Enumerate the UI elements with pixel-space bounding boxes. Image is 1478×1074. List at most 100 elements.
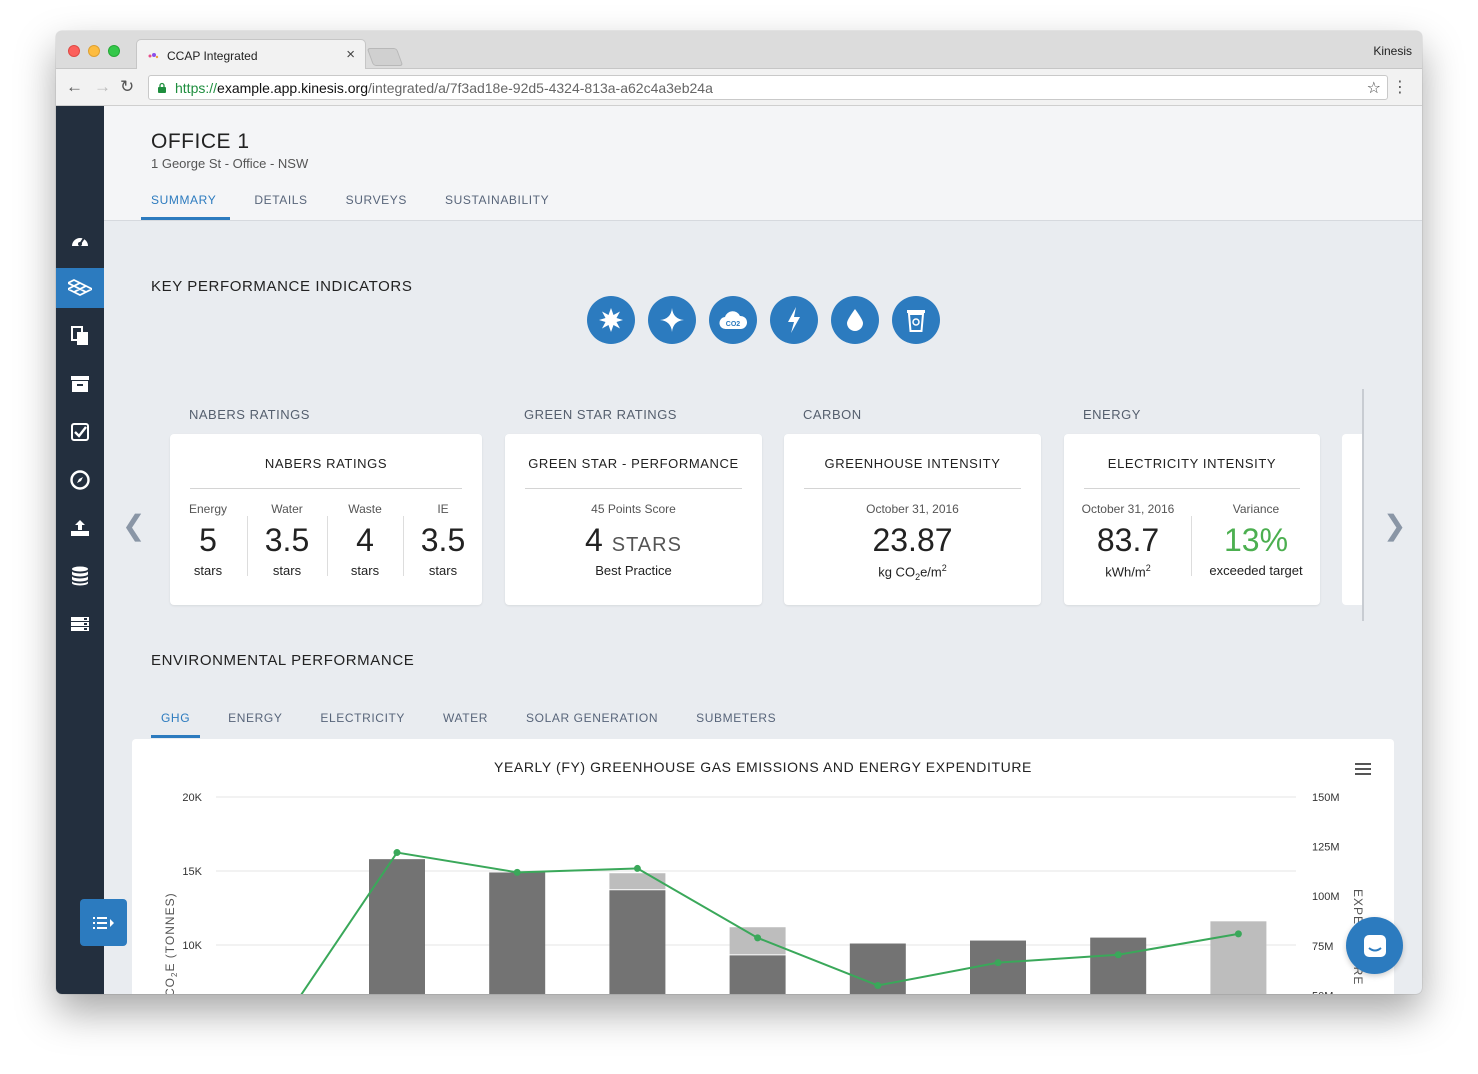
- tab-electricity[interactable]: ELECTRICITY: [320, 711, 406, 725]
- nabers-energy-metric: Energy 5 stars: [178, 502, 238, 578]
- chat-launcher-button[interactable]: [1346, 917, 1403, 974]
- new-tab-button[interactable]: [366, 48, 404, 66]
- profile-name[interactable]: Kinesis: [1373, 44, 1412, 58]
- kpi-nabers-button[interactable]: [587, 296, 635, 344]
- tab-water[interactable]: WATER: [443, 711, 489, 725]
- unit-sub: 2: [915, 571, 921, 582]
- tab-details[interactable]: DETAILS: [254, 193, 308, 207]
- kpi-carbon-button[interactable]: CO2: [709, 296, 757, 344]
- metric-label: October 31, 2016: [866, 502, 959, 516]
- back-icon[interactable]: ←: [66, 77, 83, 96]
- tab-energy[interactable]: ENERGY: [228, 711, 283, 725]
- water-drop-icon: [847, 309, 863, 331]
- chart-bar: [369, 859, 425, 994]
- expenditure-line: [300, 849, 1242, 994]
- close-window-button[interactable]: [68, 45, 80, 57]
- carbon-card[interactable]: GREENHOUSE INTENSITY October 31, 2016 23…: [784, 434, 1041, 605]
- electricity-intensity-metric: October 31, 2016 83.7 kWh/m2: [1072, 502, 1184, 579]
- lightning-icon: [788, 307, 800, 333]
- svg-text:CO2: CO2: [726, 321, 741, 328]
- line-point: [874, 981, 882, 989]
- metric-unit: stars: [350, 563, 380, 578]
- kpi-icon-row: CO2: [587, 296, 953, 344]
- page-header: OFFICE 1 1 George St - Office - NSW SUMM…: [104, 106, 1422, 221]
- minimize-window-button[interactable]: [88, 45, 100, 57]
- metric-label: Water: [271, 502, 303, 516]
- bookmark-star-icon[interactable]: ☆: [1366, 80, 1381, 97]
- server-icon: [71, 617, 89, 631]
- y2-tick-label: 150M: [1312, 792, 1340, 804]
- sidebar-item-compass[interactable]: [56, 460, 104, 500]
- line-point: [994, 959, 1002, 967]
- metric-label: 45 Points Score: [591, 502, 676, 516]
- chart-bar-segment: [609, 873, 666, 890]
- chart-bar: [729, 955, 786, 994]
- energy-card[interactable]: ELECTRICITY INTENSITY October 31, 2016 8…: [1064, 434, 1320, 605]
- sidebar-item-archive[interactable]: [56, 364, 104, 404]
- tab-surveys[interactable]: SURVEYS: [345, 193, 407, 207]
- sidebar-toggle-button[interactable]: [80, 899, 127, 946]
- compass-icon: [70, 470, 90, 490]
- tab-close-icon[interactable]: ×: [346, 46, 355, 63]
- tab-sustainability[interactable]: SUSTAINABILITY: [445, 193, 550, 207]
- nabers-card[interactable]: NABERS RATINGS Energy 5 stars Water 3.5 …: [170, 434, 482, 605]
- carousel-next-icon[interactable]: ❯: [1383, 510, 1407, 541]
- documents-icon: [71, 326, 88, 345]
- sidebar-item-buildings[interactable]: [56, 268, 104, 308]
- tab-solar-generation[interactable]: SOLAR GENERATION: [526, 711, 659, 725]
- sidebar-item-upload[interactable]: [56, 508, 104, 548]
- favicon-icon: [148, 53, 159, 59]
- stars-suffix: STARS: [611, 534, 682, 556]
- url-host: example.app.kinesis.org: [217, 80, 369, 96]
- archive-icon: [71, 376, 89, 392]
- green-star-card[interactable]: GREEN STAR - PERFORMANCE 45 Points Score…: [505, 434, 762, 605]
- tab-summary[interactable]: SUMMARY: [141, 193, 231, 220]
- sidebar: [56, 106, 104, 994]
- metric-value: 3.5: [420, 522, 466, 558]
- tab-ghg[interactable]: GHG: [151, 711, 201, 738]
- browser-menu-icon[interactable]: ⋮: [1392, 79, 1408, 96]
- list-toggle-icon: [92, 916, 114, 929]
- sidebar-item-checklist[interactable]: [56, 412, 104, 452]
- line-point: [754, 934, 762, 942]
- metric-value: 23.87: [872, 522, 953, 558]
- page-tabs: SUMMARY DETAILS SURVEYS SUSTAINABILITY: [141, 193, 577, 220]
- stars-number: 4: [585, 522, 603, 558]
- sidebar-item-database[interactable]: [56, 556, 104, 596]
- buildings-icon: [68, 278, 92, 297]
- metric-label: October 31, 2016: [1081, 502, 1175, 516]
- kpi-energy-button[interactable]: [770, 296, 818, 344]
- metric-unit: exceeded target: [1209, 563, 1303, 578]
- group-title-carbon: CARBON: [803, 407, 862, 422]
- url-path: /integrated/a/7f3ad18e-92d5-4324-813a-a6…: [368, 80, 713, 96]
- kpi-waste-button[interactable]: [892, 296, 940, 344]
- reload-icon[interactable]: ↻: [120, 77, 135, 96]
- variance-value: 13%: [1223, 522, 1289, 558]
- line-point: [513, 868, 521, 876]
- metric-unit: kg CO2e/m2: [784, 563, 1041, 582]
- carousel-prev-icon[interactable]: ❮: [122, 510, 146, 541]
- browser-tab[interactable]: CCAP Integrated ×: [136, 39, 366, 70]
- sidebar-item-documents[interactable]: [56, 316, 104, 356]
- y2-tick-label: 125M: [1312, 842, 1340, 854]
- chart-title: YEARLY (FY) GREENHOUSE GAS EMISSIONS AND…: [494, 759, 1032, 775]
- page-title: OFFICE 1: [151, 130, 250, 153]
- green-star-icon: [660, 308, 684, 332]
- sidebar-item-server[interactable]: [56, 604, 104, 644]
- carousel-scrollbar[interactable]: [1362, 389, 1364, 621]
- chart-bar: [970, 940, 1026, 994]
- chart-menu-icon[interactable]: [1355, 763, 1371, 778]
- sidebar-item-dashboard[interactable]: [56, 220, 104, 260]
- maximize-window-button[interactable]: [108, 45, 120, 57]
- kpi-green-star-button[interactable]: [648, 296, 696, 344]
- forward-icon[interactable]: →: [94, 77, 111, 96]
- co2-cloud-icon: CO2: [719, 311, 747, 330]
- kpi-water-button[interactable]: [831, 296, 879, 344]
- address-bar: ← → ↻ https://example.app.kinesis.org/in…: [56, 69, 1422, 106]
- url-input[interactable]: https://example.app.kinesis.org/integrat…: [148, 75, 1388, 100]
- metric-value: 3.5: [264, 522, 310, 558]
- metric-value: 5: [199, 522, 217, 558]
- tab-submeters[interactable]: SUBMETERS: [696, 711, 777, 725]
